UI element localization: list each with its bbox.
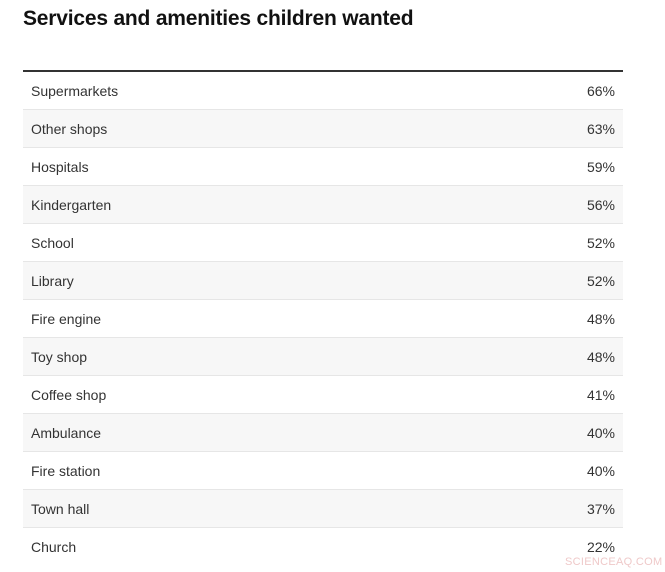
table-row: Town hall 37% [23,490,623,528]
row-label: Hospitals [31,158,89,175]
row-label: Other shops [31,120,108,137]
row-label: Town hall [31,500,90,517]
table-row: School 52% [23,224,623,262]
row-label: Supermarkets [31,82,119,99]
row-value: 63% [586,120,615,137]
row-value: 52% [586,234,615,251]
table-row: Other shops 63% [23,110,623,148]
row-value: 22% [586,538,615,555]
row-value: 40% [586,462,615,479]
table-row: Supermarkets 66% [23,72,623,110]
row-value: 59% [586,158,615,175]
row-label: Fire station [31,462,101,479]
table-row: Toy shop 48% [23,338,623,376]
row-value: 66% [586,82,615,99]
row-value: 37% [586,500,615,517]
row-value: 41% [586,386,615,403]
table-row: Kindergarten 56% [23,186,623,224]
row-value: 48% [586,310,615,327]
row-label: Library [31,272,74,289]
table-row: Coffee shop 41% [23,376,623,414]
table-row: Fire engine 48% [23,300,623,338]
row-label: Ambulance [31,424,102,441]
row-label: Fire engine [31,310,102,327]
row-value: 52% [586,272,615,289]
title: Services and amenities children wanted [23,7,414,30]
table: Supermarkets 66% Other shops 63% Hospitals 59… [23,70,623,565]
row-label: Church [31,538,77,555]
row-label: Toy shop [31,348,88,365]
row-label: School [31,234,74,251]
row-value: 56% [586,196,615,213]
table-row: Church 22% [23,528,623,565]
table-row: Fire station 40% [23,452,623,490]
row-label: Kindergarten [31,196,112,213]
watermark: SCIENCEAQ.COM [565,556,663,568]
table-row: Hospitals 59% [23,148,623,186]
table-row: Ambulance 40% [23,414,623,452]
table-row: Library 52% [23,262,623,300]
row-value: 40% [586,424,615,441]
row-value: 48% [586,348,615,365]
row-label: Coffee shop [31,386,107,403]
